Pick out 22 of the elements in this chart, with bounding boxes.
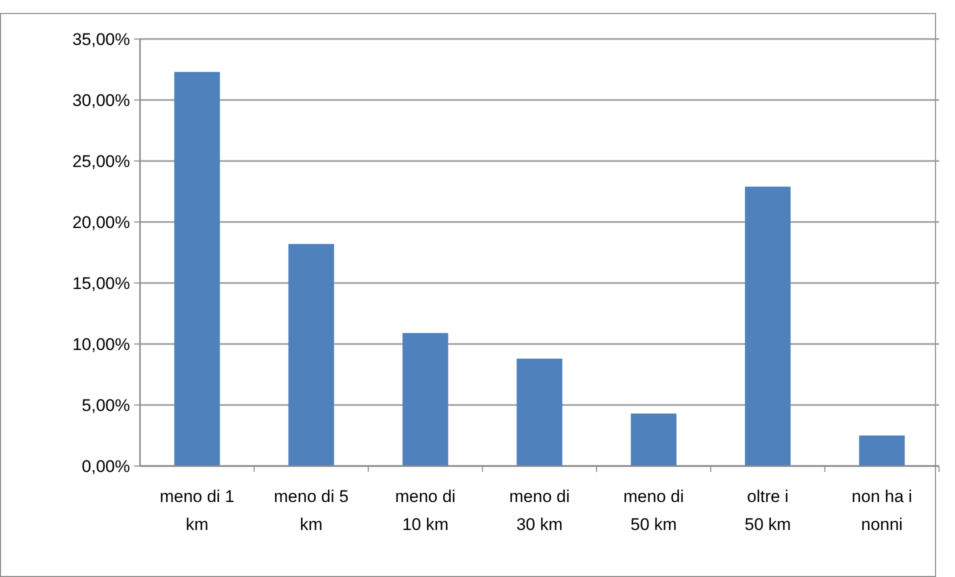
bar — [174, 72, 220, 466]
y-tick-label: 5,00% — [82, 396, 130, 415]
y-tick-label: 20,00% — [72, 212, 130, 232]
y-tick-label: 15,00% — [72, 274, 130, 293]
y-tick-label: 25,00% — [72, 152, 130, 171]
y-tick-label: 10,00% — [72, 334, 130, 354]
bar — [859, 436, 905, 466]
bar — [630, 414, 676, 466]
bar — [744, 186, 791, 466]
x-tick-label: oltre i 50 km — [744, 487, 791, 534]
x-tick-label: meno di 1 km — [160, 487, 234, 534]
bar — [516, 358, 562, 466]
x-tick-label: meno di 10 km — [395, 487, 456, 534]
x-tick-label: meno di 5 km — [274, 487, 349, 534]
y-tick-label: 30,00% — [72, 90, 130, 110]
bar — [402, 333, 448, 466]
bar — [288, 244, 334, 466]
x-tick-label: meno di 30 km — [509, 487, 570, 534]
x-tick-label: non ha i nonni — [852, 487, 912, 534]
y-tick-label: 35,00% — [72, 30, 130, 49]
x-tick-label: meno di 50 km — [623, 487, 684, 534]
y-tick-label: 0,00% — [82, 456, 130, 476]
